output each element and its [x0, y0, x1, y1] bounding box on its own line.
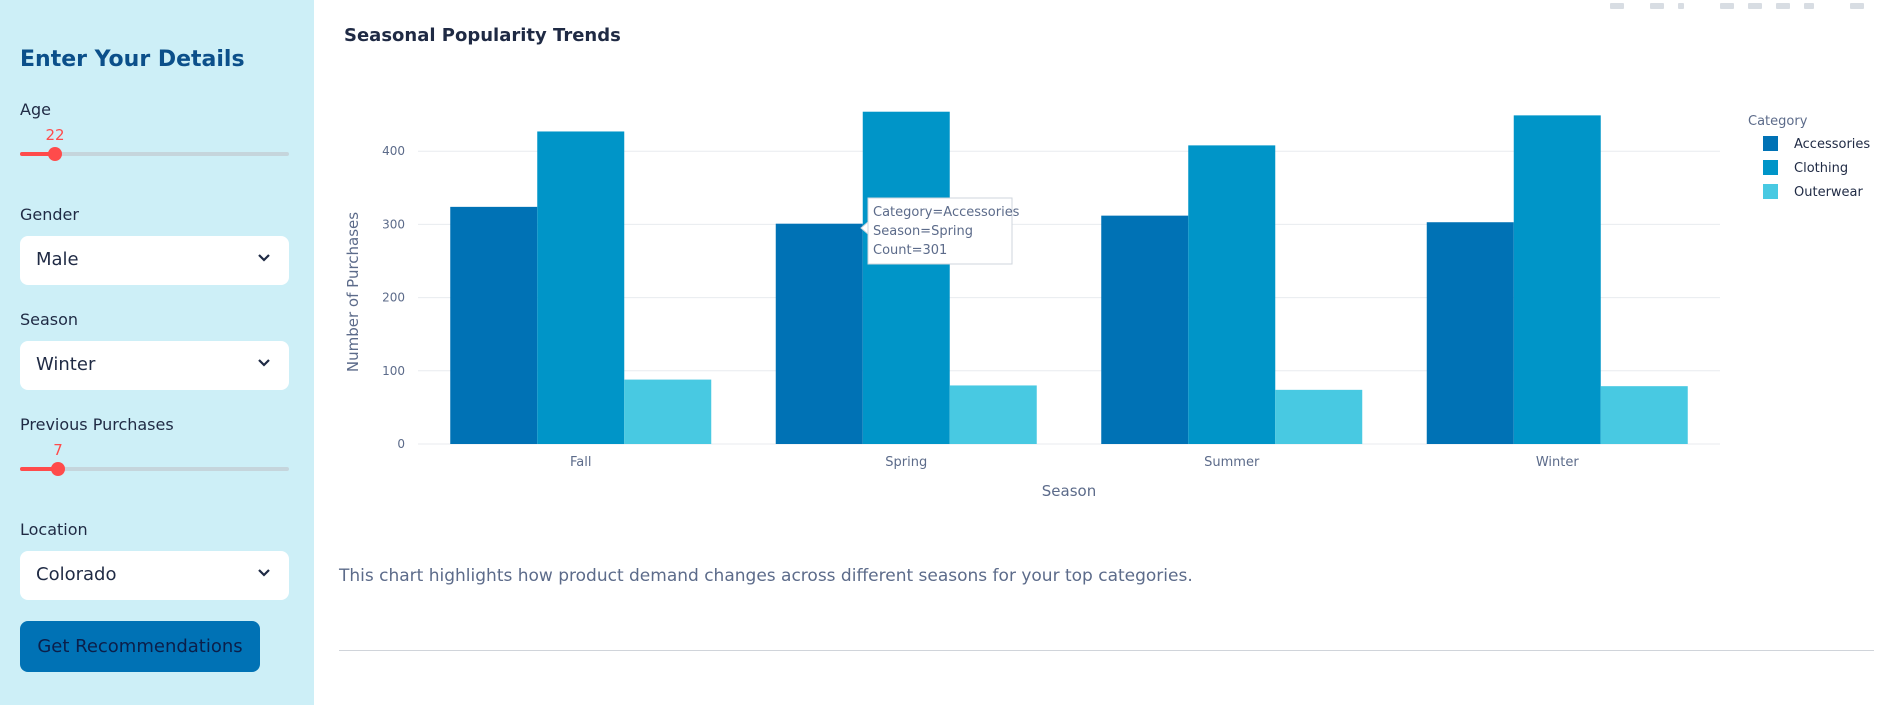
legend-swatch-accessories: [1763, 136, 1778, 151]
zoom-icon[interactable]: [1650, 3, 1664, 9]
season-select[interactable]: Winter: [20, 341, 289, 390]
location-label: Location: [20, 520, 88, 539]
sidebar-title: Enter Your Details: [20, 47, 245, 72]
previous-purchases-slider[interactable]: 7: [20, 441, 289, 479]
age-slider-track[interactable]: [20, 152, 289, 156]
bar-clothing-spring: [862, 111, 950, 445]
previous-purchases-slider-value: 7: [53, 441, 63, 459]
previous-purchases-slider-track[interactable]: [20, 467, 289, 471]
zoom-in-icon[interactable]: [1720, 3, 1734, 9]
y-tick-label: 300: [382, 217, 405, 231]
y-tick-label: 100: [382, 364, 405, 378]
y-tick-label: 200: [382, 291, 405, 305]
season-select-value: Winter: [36, 354, 96, 375]
tooltip-line: Season=Spring: [873, 224, 973, 239]
age-slider[interactable]: 22: [20, 126, 289, 164]
chart-caption: This chart highlights how product demand…: [339, 566, 1193, 586]
age-slider-fill: [20, 152, 55, 156]
tooltip-line: Count=301: [873, 243, 947, 258]
location-select-value: Colorado: [36, 564, 117, 585]
bar-outerwear-fall: [624, 379, 712, 444]
location-select[interactable]: Colorado: [20, 551, 289, 600]
bar-accessories-summer: [1101, 215, 1189, 444]
legend-label-clothing: Clothing: [1794, 161, 1848, 176]
tooltip-box: [867, 197, 1013, 265]
bar-clothing-winter: [1513, 115, 1601, 444]
bar-accessories-fall: [450, 206, 538, 444]
y-axis-title: Number of Purchases: [344, 212, 362, 372]
bar-accessories-winter: [1426, 222, 1514, 444]
bar-outerwear-summer: [1275, 389, 1363, 444]
divider: [339, 650, 1874, 651]
x-axis-title: Season: [1042, 482, 1096, 500]
bar-clothing-summer: [1188, 145, 1276, 444]
bar-accessories-spring: [775, 223, 863, 444]
bar-chart: 0 100 200 300 400 Fall Spring Summer Winter Seaso…: [344, 111, 1870, 500]
legend-swatch-clothing: [1763, 160, 1778, 175]
bar-clothing-fall: [537, 131, 625, 444]
fullscreen-icon[interactable]: [1850, 3, 1864, 9]
x-tick-label: Spring: [885, 455, 927, 470]
legend-swatch-outerwear: [1763, 184, 1778, 199]
chevron-down-icon[interactable]: [257, 253, 271, 263]
previous-purchases-label: Previous Purchases: [20, 415, 174, 434]
gender-select[interactable]: Male: [20, 236, 289, 285]
legend-title: Category: [1748, 114, 1808, 129]
age-label: Age: [20, 100, 51, 119]
legend-label-outerwear: Outerwear: [1794, 185, 1864, 200]
chevron-down-icon[interactable]: [257, 568, 271, 578]
gender-label: Gender: [20, 205, 79, 224]
age-slider-value: 22: [45, 126, 65, 144]
y-tick-label: 0: [397, 437, 405, 451]
chart-toolbar: [1600, 0, 1883, 14]
previous-purchases-slider-thumb[interactable]: [51, 462, 65, 476]
y-tick-label: 400: [382, 144, 405, 158]
x-tick-label: Summer: [1204, 455, 1260, 470]
zoom-out-icon[interactable]: [1748, 3, 1762, 9]
camera-icon[interactable]: [1610, 3, 1624, 9]
legend-label-accessories: Accessories: [1794, 137, 1870, 152]
season-label: Season: [20, 310, 79, 329]
tooltip-line: Category=Accessories: [873, 205, 1020, 220]
x-tick-label: Winter: [1536, 455, 1580, 470]
chart-title: Seasonal Popularity Trends: [344, 25, 621, 46]
get-recommendations-button[interactable]: Get Recommendations: [20, 621, 260, 672]
bar-outerwear-spring: [949, 385, 1037, 444]
autoscale-icon[interactable]: [1776, 3, 1790, 9]
pan-icon[interactable]: [1678, 3, 1684, 9]
chevron-down-icon[interactable]: [257, 358, 271, 368]
age-slider-thumb[interactable]: [48, 147, 62, 161]
sidebar: Enter Your Details Age 22 Gender Male Se…: [0, 0, 314, 705]
tooltip-arrow: [860, 220, 869, 236]
reset-axes-icon[interactable]: [1804, 3, 1814, 9]
bar-outerwear-winter: [1600, 386, 1688, 444]
previous-purchases-slider-fill: [20, 467, 58, 471]
gender-select-value: Male: [36, 249, 79, 270]
x-tick-label: Fall: [570, 455, 591, 470]
